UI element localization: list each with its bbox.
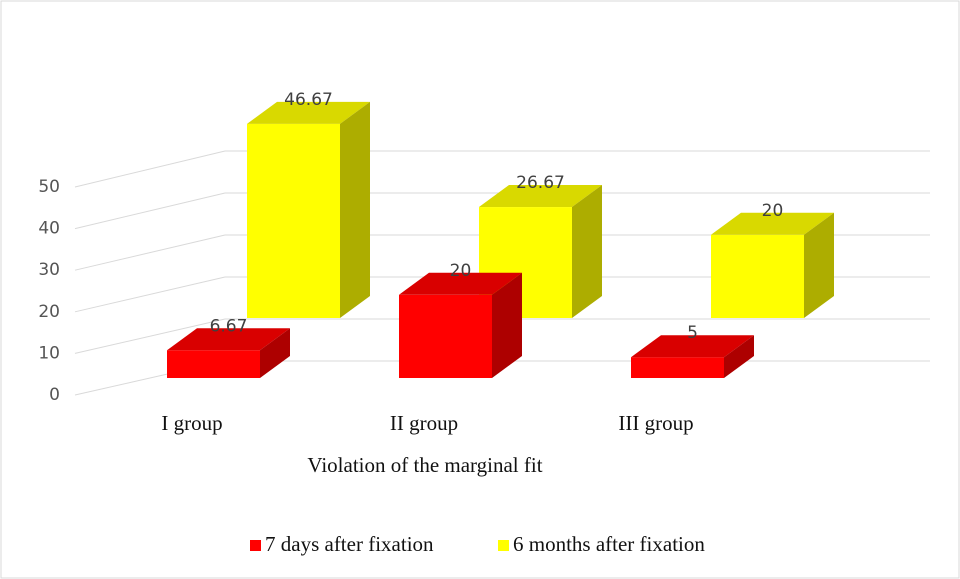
grid-line	[74, 150, 226, 188]
bar-side	[804, 212, 834, 318]
legend-swatch	[250, 540, 261, 551]
data-label: 20	[762, 201, 784, 221]
bar-top	[711, 212, 834, 235]
grid-line	[74, 276, 226, 313]
bar-top	[631, 335, 754, 358]
bar-front	[167, 350, 260, 378]
bar-top	[399, 272, 522, 295]
grid-line	[74, 192, 226, 230]
legend-swatch	[498, 540, 509, 551]
x-tick-label: I group	[161, 411, 222, 435]
data-label: 46.67	[284, 90, 333, 110]
y-tick-label: 30	[38, 260, 60, 280]
bar-side	[724, 335, 754, 378]
grid-line	[74, 234, 226, 271]
bar-top	[167, 328, 290, 351]
bar-side	[340, 101, 370, 318]
x-tick-label: II group	[390, 411, 458, 435]
data-label: 6.67	[210, 316, 248, 336]
x-tick-label: III group	[618, 411, 693, 435]
data-label: 26.67	[516, 173, 565, 193]
bar-side	[492, 272, 522, 378]
y-tick-label: 0	[49, 385, 60, 405]
bar-front	[247, 123, 340, 318]
bar-top	[479, 185, 602, 208]
y-tick-label: 50	[38, 177, 60, 197]
y-tick-label: 20	[38, 302, 60, 322]
legend-label: 6 months after fixation	[513, 532, 705, 556]
bar-side	[260, 328, 290, 378]
bar-front	[631, 357, 724, 378]
y-tick-label: 40	[38, 219, 60, 239]
bar-top	[247, 101, 370, 124]
grid-line	[74, 318, 226, 354]
bar-front	[399, 294, 492, 378]
legend-label: 7 days after fixation	[265, 532, 434, 556]
bar-front	[711, 234, 804, 318]
bar-side	[572, 185, 602, 318]
y-tick-label: 10	[38, 343, 60, 363]
x-axis-title: Violation of the marginal fit	[307, 453, 542, 477]
data-label: 5	[687, 323, 698, 343]
data-label: 20	[450, 261, 472, 281]
